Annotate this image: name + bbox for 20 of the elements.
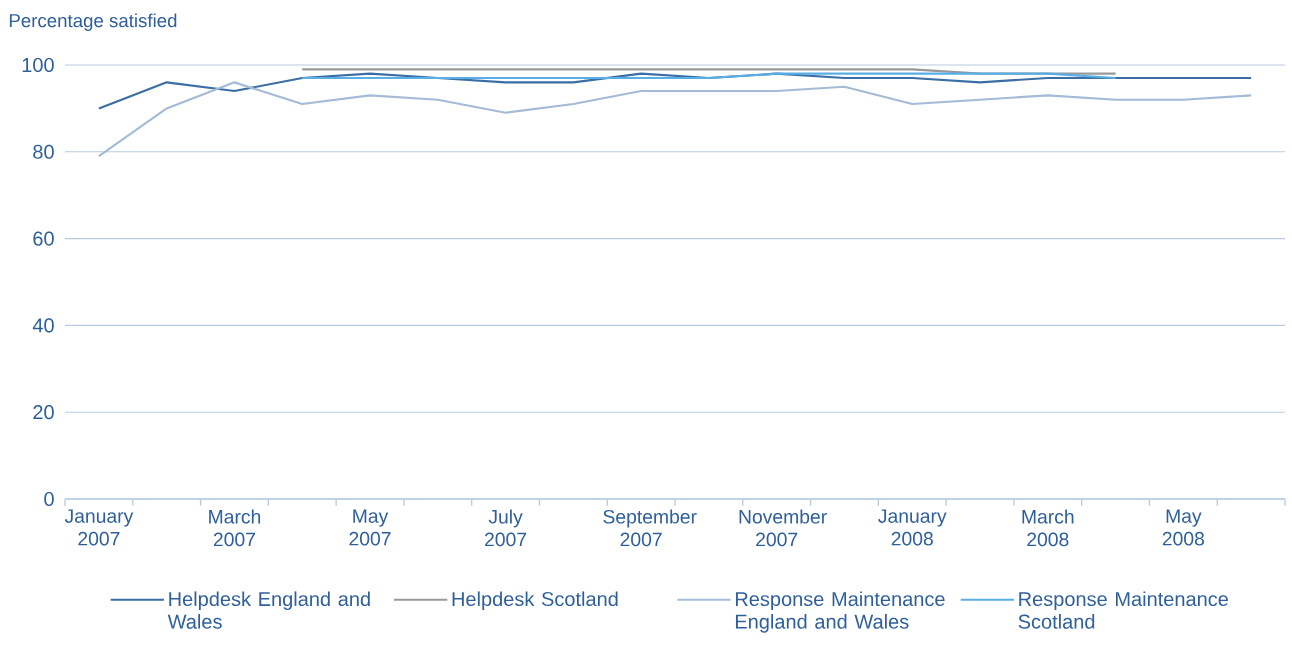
legend-label: Helpdesk Scotland: [452, 591, 618, 611]
legend-label: Response Maintenance Scotland: [1018, 591, 1228, 629]
y-tick-label: 20: [33, 405, 54, 420]
x-tick-label: September 2007: [603, 509, 697, 547]
y-tick-label: 60: [33, 231, 54, 246]
y-tick-label: 0: [44, 491, 54, 507]
x-tick-label: November 2007: [739, 509, 827, 547]
y-tick-label: 100: [22, 57, 54, 73]
legend-label: Helpdesk England and Wales: [167, 591, 370, 629]
x-tick-label: January 2007: [64, 509, 134, 546]
x-tick-label: March 2008: [1022, 509, 1074, 547]
x-tick-label: January 2008: [878, 509, 947, 546]
x-tick-label: May 2008: [1162, 509, 1204, 546]
y-axis-title: Percentage satisfied: [9, 13, 177, 31]
y-tick-label: 80: [33, 144, 54, 159]
legend-label: Response Maintenance England and Wales: [735, 591, 945, 633]
x-tick-label: July 2007: [485, 509, 527, 547]
x-tick-label: May 2007: [349, 509, 391, 546]
x-tick-label: March 2007: [209, 509, 261, 547]
y-tick-label: 40: [32, 318, 54, 333]
